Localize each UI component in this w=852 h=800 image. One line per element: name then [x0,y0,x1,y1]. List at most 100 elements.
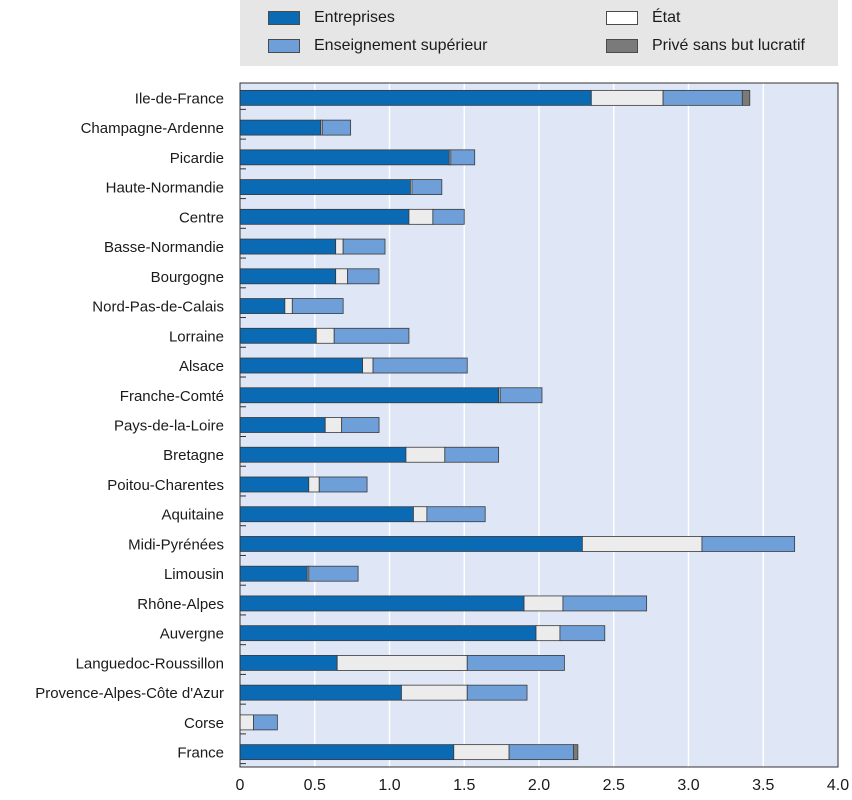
bar-entreprises-centre [239,208,410,225]
bar-etat-bretagne [405,446,446,463]
bar-entreprises-franche-comte [239,387,500,404]
legend-item-enseignement-superieur: Enseignement supérieur [268,37,487,55]
bar-entreprises-basse-normandie [239,238,337,255]
category-label: Franche-Comté [120,388,224,405]
bar-entreprises-ile-de-france [239,89,592,106]
bar-enseignement-superieur-pays-de-la-loire [341,417,380,433]
category-label: Auvergne [160,626,224,643]
bar-enseignement-superieur-ile-de-france [662,89,743,106]
category-label: Bourgogne [151,269,224,286]
legend-item-prive-sans-but-lucratif: Privé sans but lucratif [606,37,805,55]
x-tick-label: 1.0 [378,777,400,794]
bar-enseignement-superieur-limousin [308,565,359,582]
bar-enseignement-superieur-centre [432,208,465,225]
legend-item-etat: État [606,9,680,27]
bar-entreprises-poitou-charentes [239,476,310,493]
category-label: Bretagne [163,447,224,464]
bar-entreprises-haute-normandie [239,179,411,195]
bar-entreprises-alsace [239,357,363,374]
plot-frame [239,82,839,768]
bar-etat-midi-pyrenees [581,536,703,552]
bar-entreprises-france [239,744,455,761]
bar-enseignement-superieur-aquitaine [426,506,486,523]
category-label: Limousin [164,566,224,583]
bar-entreprises-midi-pyrenees [239,536,583,552]
bar-enseignement-superieur-languedoc-roussillon [466,655,565,671]
x-tick-label: 4.0 [827,777,849,794]
legend: Entreprises Enseignement supérieur État … [240,0,838,66]
legend-label-enseignement-superieur: Enseignement supérieur [314,37,488,54]
bar-etat-provence-alpes-cote-d-azur [401,684,468,701]
category-label: Poitou-Charentes [107,477,224,494]
category-label: Haute-Normandie [106,180,224,197]
legend-item-entreprises: Entreprises [268,9,395,27]
bar-enseignement-superieur-alsace [372,357,468,374]
legend-label-etat: État [652,9,681,26]
bar-enseignement-superieur-france [508,744,574,761]
bar-entreprises-champagne-ardenne [239,119,322,136]
category-label: Languedoc-Roussillon [76,655,224,672]
bar-etat-bourgogne [335,268,349,285]
bar-etat-auvergne [535,625,561,642]
legend-swatch-prive-sans-but-lucratif [606,39,638,53]
bar-enseignement-superieur-lorraine [333,327,410,344]
bar-prive-sans-but-lucratif-ile-de-france [741,89,751,106]
bar-etat-pays-de-la-loire [324,417,343,433]
bar-entreprises-aquitaine [239,506,414,523]
x-tick-label: 1.5 [453,777,475,794]
bar-enseignement-superieur-poitou-charentes [318,476,368,493]
bar-entreprises-auvergne [239,625,537,642]
x-tick-label: 3.0 [677,777,699,794]
bar-etat-ile-de-france [590,89,664,106]
bar-entreprises-bretagne [239,446,407,463]
bar-entreprises-picardie [239,149,450,166]
bar-entreprises-bourgogne [239,268,337,285]
x-tick-label: 0 [236,777,245,794]
bar-enseignement-superieur-franche-comte [499,387,543,404]
category-label: Midi-Pyrénées [128,536,224,553]
bar-etat-languedoc-roussillon [336,655,468,671]
bar-entreprises-pays-de-la-loire [239,417,326,433]
bar-entreprises-limousin [239,565,308,582]
bar-enseignement-superieur-corse [253,714,278,731]
bar-enseignement-superieur-rhone-alpes [562,595,648,612]
legend-swatch-entreprises [268,11,300,25]
bar-etat-alsace [362,357,374,374]
bar-enseignement-superieur-auvergne [559,625,606,642]
category-label: Aquitaine [161,507,224,524]
category-label: Champagne-Ardenne [81,120,224,137]
legend-swatch-etat [606,11,638,25]
category-label: France [177,745,224,762]
bar-etat-lorraine [315,327,335,344]
bar-enseignement-superieur-midi-pyrenees [701,536,796,552]
bar-entreprises-rhone-alpes [239,595,525,612]
bar-enseignement-superieur-bourgogne [347,268,380,285]
bar-etat-rhone-alpes [523,595,564,612]
bar-entreprises-lorraine [239,327,317,344]
legend-label-entreprises: Entreprises [314,9,395,26]
bar-entreprises-provence-alpes-cote-d-azur [239,684,402,701]
bar-etat-basse-normandie [335,238,344,255]
category-label: Alsace [179,358,224,375]
x-tick-label: 0.5 [304,777,326,794]
bar-etat-france [453,744,510,761]
x-tick-label: 2.5 [603,777,625,794]
legend-swatch-enseignement-superieur [268,39,300,53]
category-label: Basse-Normandie [104,239,224,256]
bar-entreprises-nord-pas-de-calais [239,298,286,314]
bar-etat-corse [239,714,254,731]
category-label: Nord-Pas-de-Calais [92,299,224,316]
category-label: Centre [179,209,224,226]
bar-enseignement-superieur-nord-pas-de-calais [291,298,344,314]
x-tick-label: 3.5 [752,777,774,794]
category-label: Picardie [170,150,224,167]
bar-enseignement-superieur-provence-alpes-cote-d-azur [466,684,528,701]
bar-etat-aquitaine [413,506,428,523]
category-label: Pays-de-la-Loire [114,418,224,435]
bar-enseignement-superieur-picardie [450,149,476,166]
bar-enseignement-superieur-haute-normandie [411,179,443,195]
bar-enseignement-superieur-basse-normandie [342,238,386,255]
legend-label-prive-sans-but-lucratif: Privé sans but lucratif [652,37,805,54]
category-label: Corse [184,715,224,732]
